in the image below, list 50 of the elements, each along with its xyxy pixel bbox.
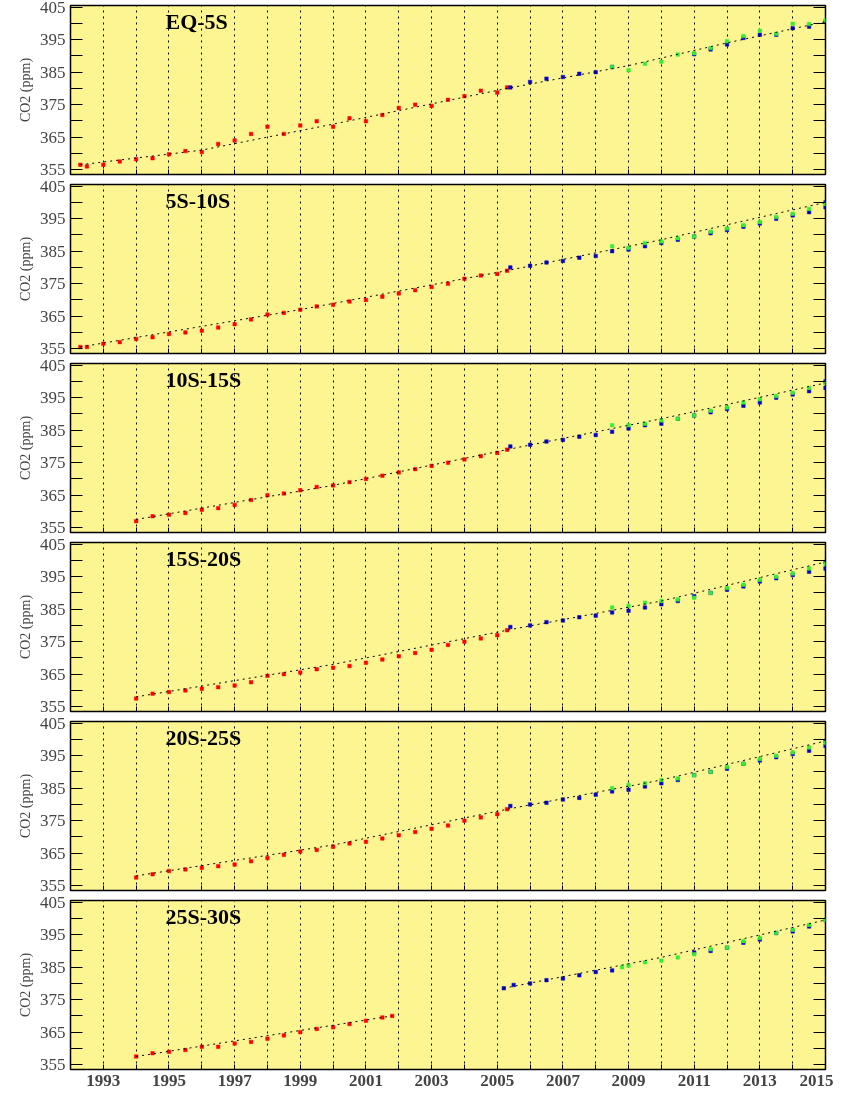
y-tick-label: 395 <box>40 209 66 229</box>
x-tick-label: 2005 <box>480 1070 515 1090</box>
y-axis-title: CO2 (ppm) <box>18 952 34 1018</box>
y-tick-label: 395 <box>40 925 66 945</box>
y-tick-label: 365 <box>40 127 66 147</box>
y-tick-label: 385 <box>40 62 66 82</box>
y-tick-label: 375 <box>40 95 66 115</box>
y-tick-label: 365 <box>40 1022 66 1042</box>
y-tick-label: 355 <box>40 1055 66 1075</box>
y-axis-title: CO2 (ppm) <box>18 57 34 123</box>
chart-title: 5S-10S <box>165 187 231 213</box>
y-axis-title: CO2 (ppm) <box>18 415 34 481</box>
x-tick-label: 2009 <box>611 1070 646 1090</box>
y-axis-title: CO2 (ppm) <box>18 773 34 839</box>
y-axis-title: CO2 (ppm) <box>18 236 34 302</box>
x-tick-label: 1999 <box>283 1070 318 1090</box>
x-tick-label: 2007 <box>545 1070 581 1090</box>
y-tick-label: 395 <box>40 567 66 587</box>
y-tick-label: 365 <box>40 306 66 326</box>
y-tick-label: 405 <box>40 0 66 17</box>
y-tick-label: 385 <box>40 957 66 977</box>
y-axis-title: CO2 (ppm) <box>18 594 34 660</box>
y-tick-label: 395 <box>40 30 66 50</box>
y-tick-label: 395 <box>40 388 66 408</box>
x-tick-label: 2011 <box>677 1070 711 1090</box>
y-tick-label: 395 <box>40 746 66 766</box>
chart-title: EQ-5S <box>165 8 228 34</box>
y-tick-label: 365 <box>40 843 66 863</box>
y-tick-label: 375 <box>40 632 66 652</box>
chart-title: 15S-20S <box>165 545 242 571</box>
chart-title: 20S-25S <box>165 724 242 750</box>
x-tick-label: 1995 <box>151 1070 186 1090</box>
y-tick-label: 385 <box>40 420 66 440</box>
y-tick-label: 385 <box>40 778 66 798</box>
y-tick-label: 375 <box>40 811 66 831</box>
x-tick-label: 2013 <box>742 1070 777 1090</box>
x-tick-label: 1997 <box>217 1070 253 1090</box>
chart-title: 25S-30S <box>165 903 242 929</box>
y-tick-label: 375 <box>40 274 66 294</box>
y-tick-label: 365 <box>40 485 66 505</box>
y-tick-label: 385 <box>40 599 66 619</box>
x-tick-label: 2001 <box>348 1070 383 1090</box>
y-tick-label: 365 <box>40 664 66 684</box>
chart-title: 10S-15S <box>165 366 242 392</box>
x-tick-label: 2015 <box>799 1070 834 1090</box>
x-tick-label: 1993 <box>86 1070 121 1090</box>
y-tick-label: 375 <box>40 453 66 473</box>
y-tick-label: 385 <box>40 241 66 261</box>
y-tick-label: 375 <box>40 990 66 1010</box>
x-tick-label: 2003 <box>414 1070 449 1090</box>
